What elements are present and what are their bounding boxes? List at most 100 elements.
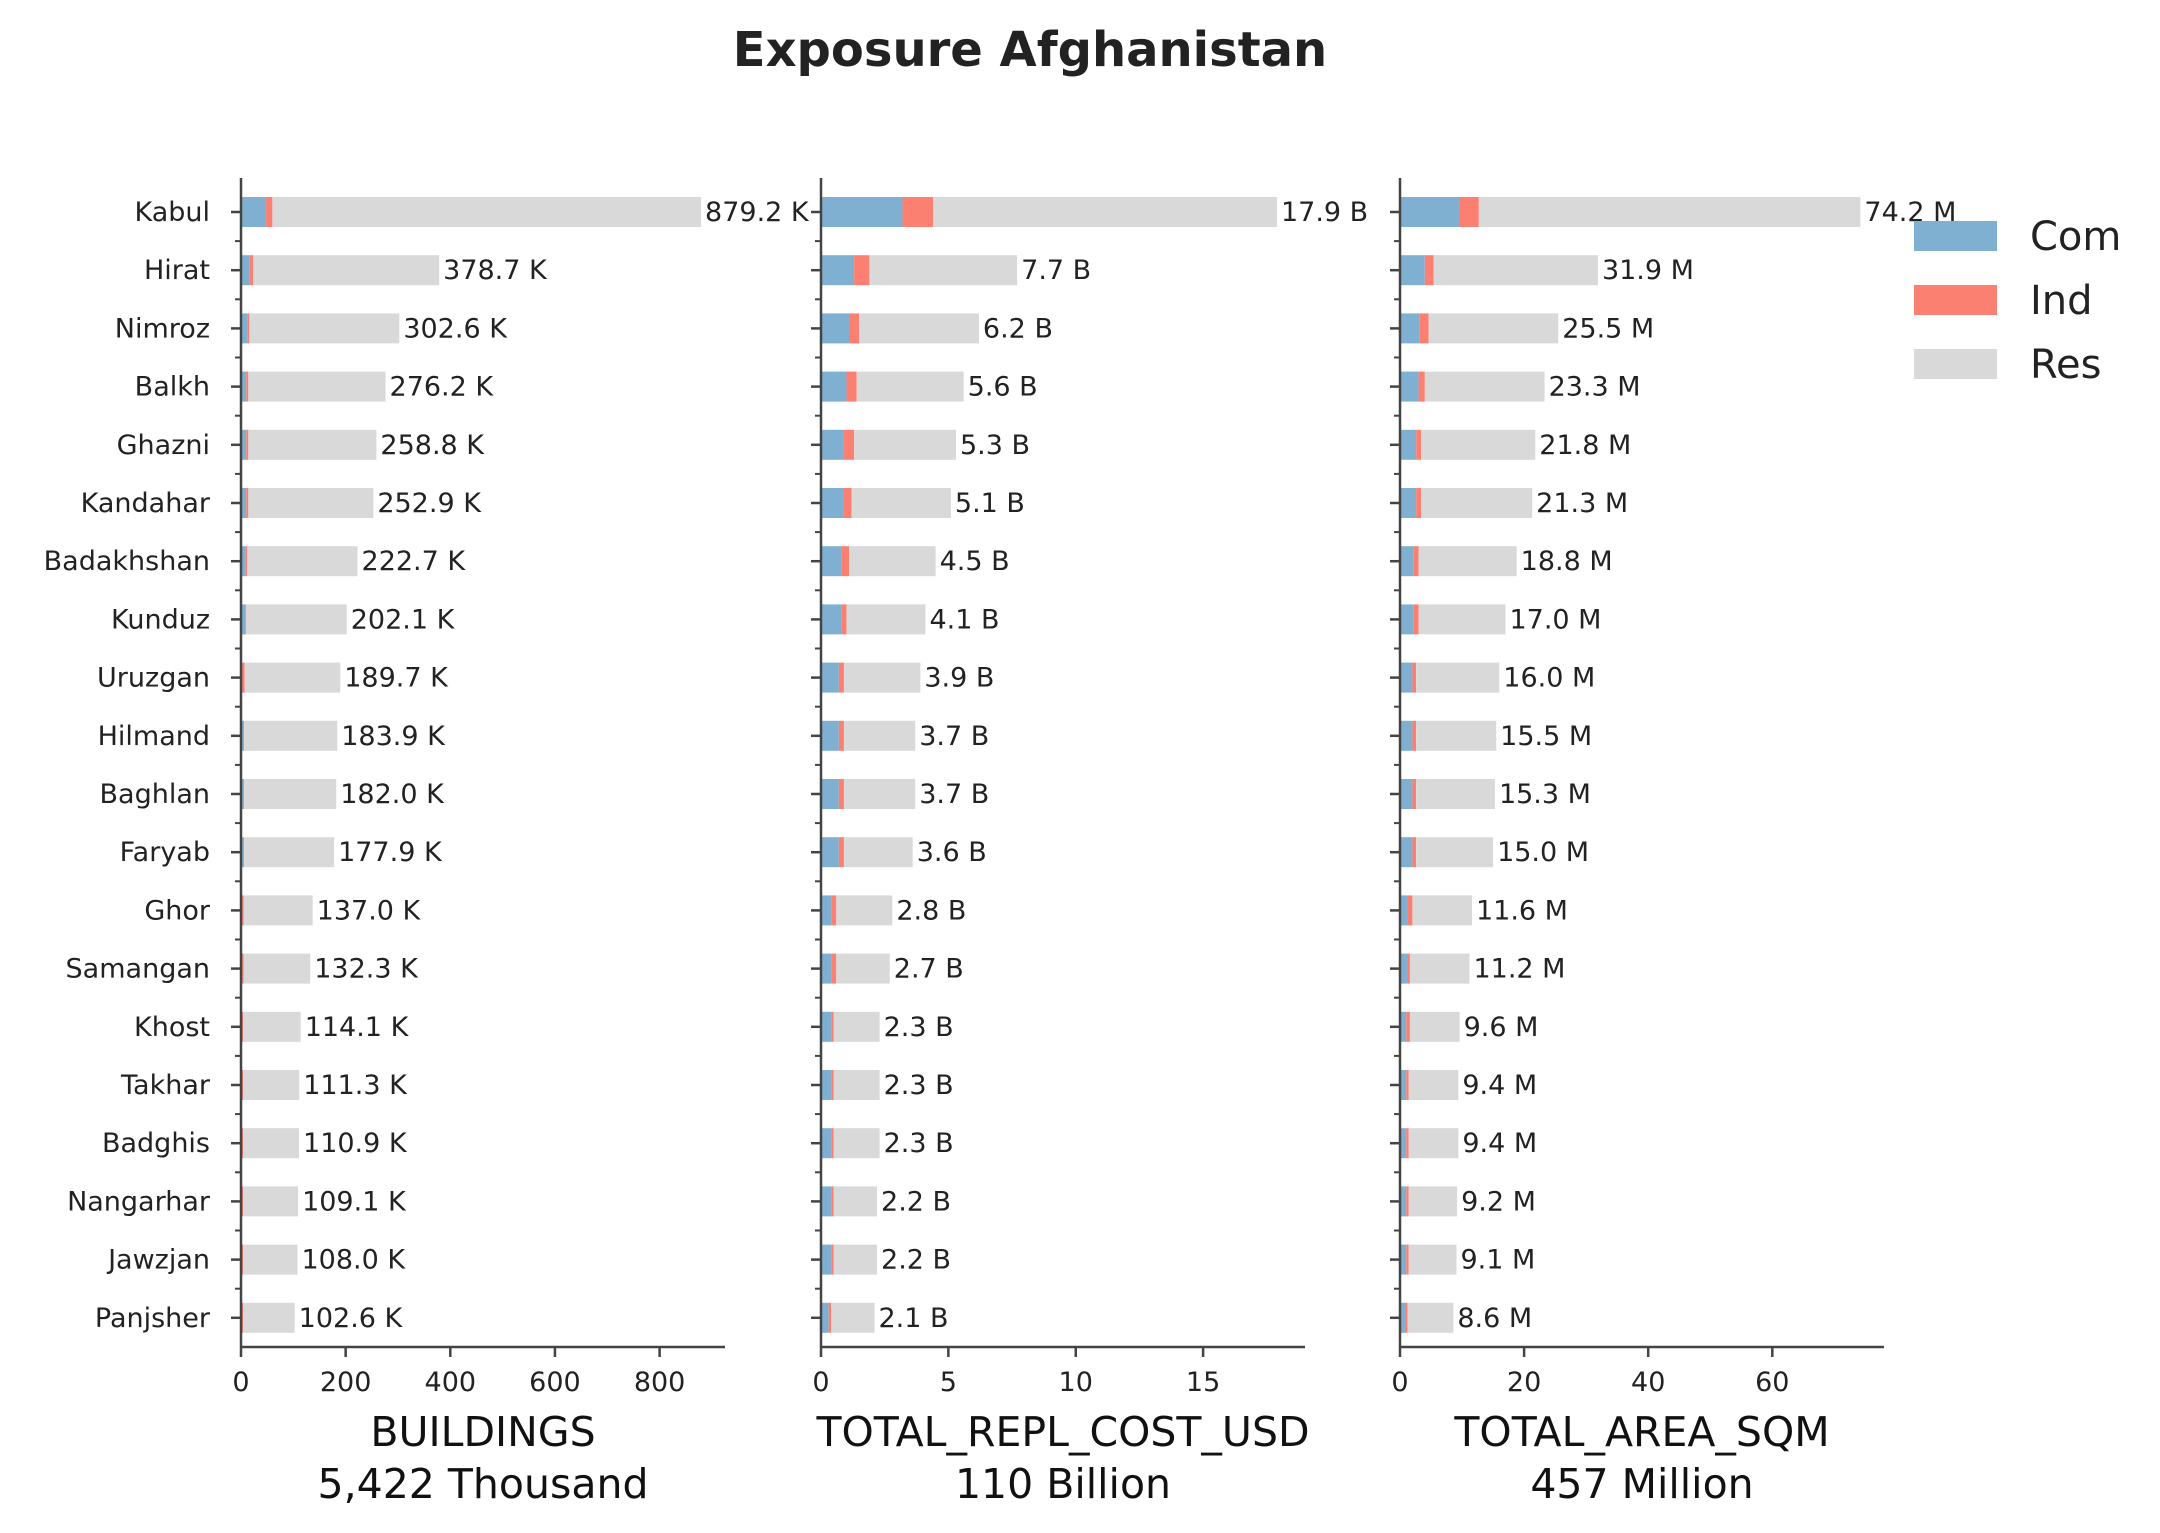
bar-com xyxy=(241,371,247,402)
category-label: Faryab xyxy=(120,837,210,868)
total-label: 2.2 B xyxy=(881,1245,951,1276)
total-label: 3.9 B xyxy=(924,663,994,694)
total-label: 11.2 M xyxy=(1473,954,1565,985)
bar-com xyxy=(241,604,246,635)
bar-ind xyxy=(1406,1128,1409,1159)
total-label: 21.8 M xyxy=(1539,430,1631,461)
bar-com xyxy=(241,313,248,344)
bar-ind xyxy=(838,837,844,868)
bar-com xyxy=(1400,720,1413,751)
bar-com xyxy=(1400,255,1425,286)
bar-ind xyxy=(1418,371,1425,402)
bar-res xyxy=(1409,1011,1460,1042)
bar-res xyxy=(244,837,335,868)
total-label: 189.7 K xyxy=(344,663,449,694)
bar-ind xyxy=(243,779,245,809)
bar-ind xyxy=(849,313,860,344)
total-label: 2.1 B xyxy=(878,1303,948,1334)
x-tick-label: 60 xyxy=(1755,1367,1789,1398)
bar-res xyxy=(243,1244,298,1275)
total-label: 183.9 K xyxy=(341,721,446,752)
bar-res xyxy=(1416,837,1494,868)
bar-com xyxy=(1400,488,1417,518)
total-label: 4.1 B xyxy=(929,604,999,635)
bar-ind xyxy=(841,604,847,635)
bar-com xyxy=(1400,1186,1407,1217)
bar-com xyxy=(821,1070,832,1100)
bar-com xyxy=(1400,313,1420,344)
bar-com xyxy=(821,488,844,518)
bar-com xyxy=(821,197,903,227)
bar-com xyxy=(241,255,250,286)
bar-com xyxy=(1400,1070,1407,1100)
category-label: Kabul xyxy=(134,197,210,228)
total-label: 2.8 B xyxy=(896,895,966,926)
category-label: Nangarhar xyxy=(67,1186,211,1217)
total-label: 2.2 B xyxy=(881,1186,951,1217)
x-tick-label: 10 xyxy=(1059,1367,1093,1398)
bar-com xyxy=(821,662,839,693)
x-tick-label: 0 xyxy=(232,1367,249,1398)
total-label: 276.2 K xyxy=(390,372,495,403)
bar-ind xyxy=(1412,837,1417,868)
bar-com xyxy=(821,1128,832,1159)
bar-ind xyxy=(831,953,837,984)
total-label: 17.0 M xyxy=(1509,604,1601,635)
bar-ind xyxy=(1407,953,1410,984)
bar-com xyxy=(821,1244,832,1275)
bar-ind xyxy=(841,546,850,577)
bar-res xyxy=(244,662,341,693)
bar-ind xyxy=(245,604,247,635)
bar-res xyxy=(1408,1186,1458,1217)
total-label: 879.2 K xyxy=(705,197,810,228)
bar-com xyxy=(821,720,839,751)
bar-res xyxy=(1418,546,1517,577)
bar-ind xyxy=(831,1070,834,1100)
bar-ind xyxy=(854,255,870,286)
bar-com xyxy=(821,604,842,635)
bar-res xyxy=(843,837,913,868)
legend-swatch-com xyxy=(1914,221,1997,251)
bar-ind xyxy=(838,720,844,751)
category-label: Ghor xyxy=(144,895,211,926)
bar-res xyxy=(244,720,338,751)
total-label: 31.9 M xyxy=(1602,255,1694,286)
x-axis-title: TOTAL_AREA_SQM xyxy=(1453,1408,1829,1456)
bar-com xyxy=(241,429,247,460)
bar-ind xyxy=(1458,197,1479,227)
category-label: Kandahar xyxy=(81,488,211,519)
bar-ind xyxy=(241,1070,244,1100)
category-label: Badghis xyxy=(102,1128,210,1159)
bar-com xyxy=(1400,197,1459,227)
total-label: 4.5 B xyxy=(940,546,1010,577)
bar-com xyxy=(1400,953,1408,984)
bar-ind xyxy=(247,313,250,344)
bar-res xyxy=(831,1302,875,1333)
bar-ind xyxy=(843,429,855,460)
bar-ind xyxy=(266,197,273,227)
bar-res xyxy=(1408,1070,1459,1100)
bar-ind xyxy=(1416,429,1422,460)
bar-ind xyxy=(838,779,844,809)
panel-1: 879.2 K Kabul 378.7 K Hirat 302.6 K Nimroz 276… xyxy=(44,178,810,1508)
x-tick-label: 5 xyxy=(940,1367,957,1398)
bar-com xyxy=(1400,662,1413,693)
x-tick-label: 20 xyxy=(1507,1367,1541,1398)
bar-res xyxy=(843,779,916,809)
bar-ind xyxy=(1413,546,1419,577)
bar-ind xyxy=(242,953,244,984)
bar-com xyxy=(1400,779,1413,809)
bar-ind xyxy=(1412,779,1417,809)
bar-com xyxy=(1400,604,1414,635)
bar-com xyxy=(241,197,267,227)
category-label: Ghazni xyxy=(117,430,210,461)
bar-res xyxy=(1421,429,1536,460)
x-axis-subtitle: 457 Million xyxy=(1530,1460,1753,1508)
bar-res xyxy=(1409,953,1470,984)
total-label: 177.9 K xyxy=(338,837,443,868)
total-label: 11.6 M xyxy=(1476,895,1568,926)
bar-res xyxy=(1424,371,1545,402)
bar-res xyxy=(1416,720,1497,751)
total-label: 109.1 K xyxy=(302,1186,407,1217)
category-label: Samangan xyxy=(66,954,210,985)
